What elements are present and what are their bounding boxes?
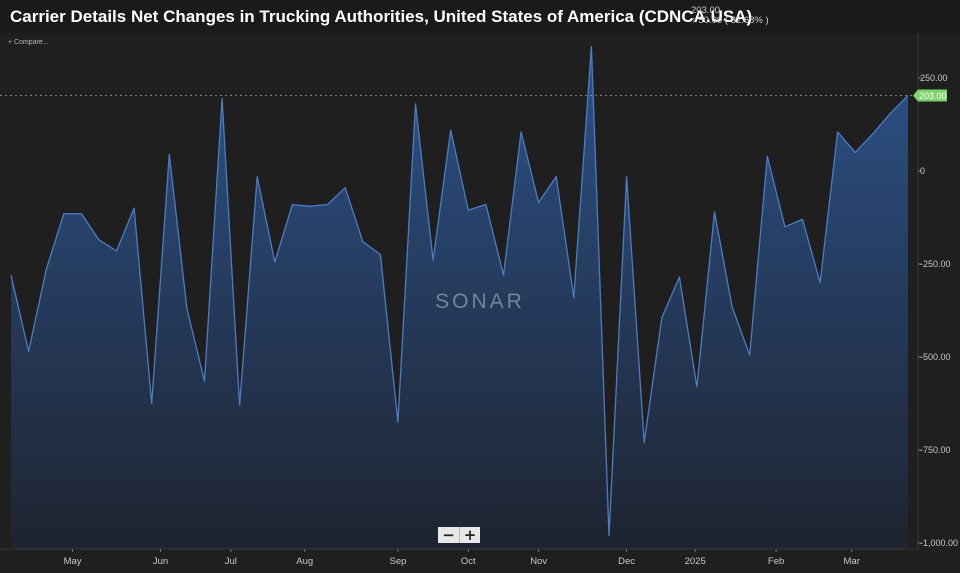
data-point[interactable] <box>290 203 294 207</box>
data-point[interactable] <box>449 128 453 132</box>
data-point[interactable] <box>502 273 506 277</box>
x-tick-label: Jul <box>225 556 237 567</box>
data-point[interactable] <box>97 238 101 242</box>
y-tick-label: -1,000.00 <box>920 538 958 548</box>
data-point[interactable] <box>203 379 207 383</box>
y-tick-label: -250.00 <box>920 259 951 269</box>
data-point[interactable] <box>801 217 805 221</box>
x-tick-label: Nov <box>530 556 547 567</box>
data-point[interactable] <box>660 316 664 320</box>
data-point[interactable] <box>519 130 523 134</box>
x-tick-label: 2025 <box>685 556 706 567</box>
data-point[interactable] <box>220 97 224 101</box>
up-arrow-icon: ↑ <box>691 15 696 26</box>
data-point[interactable] <box>466 208 470 212</box>
data-point[interactable] <box>695 385 699 389</box>
data-point[interactable] <box>853 150 857 154</box>
y-tick-label: -500.00 <box>920 352 951 362</box>
x-tick-label: Oct <box>461 556 476 567</box>
data-point[interactable] <box>132 206 136 210</box>
y-axis: 250.00 0 -250.00 -500.00 -750.00 -1,000.00 <box>917 33 958 549</box>
data-point[interactable] <box>273 260 277 264</box>
data-point[interactable] <box>150 402 154 406</box>
data-point[interactable] <box>326 203 330 207</box>
x-tick-label: Dec <box>618 556 635 567</box>
price-summary: 203.00 ↑ 50.00 ( 32.68% ) <box>691 6 769 26</box>
data-point[interactable] <box>677 275 681 279</box>
data-point[interactable] <box>554 175 558 179</box>
data-point[interactable] <box>625 175 629 179</box>
x-tick-label: Mar <box>844 556 860 567</box>
data-point[interactable] <box>238 403 242 407</box>
data-point[interactable] <box>836 130 840 134</box>
data-point[interactable] <box>748 353 752 357</box>
compare-button[interactable]: + Compare... <box>8 39 49 46</box>
sonar-watermark: SONAR <box>435 290 525 313</box>
x-tick-label: Feb <box>768 556 784 567</box>
data-point[interactable] <box>484 203 488 207</box>
x-axis: May Jun Jul Aug Sep Oct Nov Dec 2025 Feb Mar <box>0 548 918 567</box>
data-point[interactable] <box>396 420 400 424</box>
current-value-tag-shape <box>913 89 947 102</box>
data-point[interactable] <box>572 296 576 300</box>
data-point[interactable] <box>730 305 734 309</box>
data-point[interactable] <box>343 186 347 190</box>
data-point[interactable] <box>783 225 787 229</box>
x-tick-label: Sep <box>389 556 406 567</box>
data-point[interactable] <box>888 111 892 115</box>
current-value-tag-label: 203.00 <box>919 91 947 101</box>
data-point[interactable] <box>414 102 418 106</box>
data-point[interactable] <box>431 258 435 262</box>
data-point[interactable] <box>308 204 312 208</box>
data-point[interactable] <box>9 273 13 277</box>
x-tick-label: Aug <box>296 556 313 567</box>
data-point[interactable] <box>713 210 717 214</box>
zoom-controls: − + <box>438 527 480 543</box>
zoom-in-button[interactable]: + <box>459 527 480 543</box>
data-point[interactable] <box>115 249 119 253</box>
data-point[interactable] <box>79 212 83 216</box>
chart-title: Carrier Details Net Changes in Trucking … <box>10 7 753 26</box>
data-point[interactable] <box>361 240 365 244</box>
y-tick-label: 250.00 <box>920 73 948 83</box>
data-point[interactable] <box>818 281 822 285</box>
data-point[interactable] <box>255 175 259 179</box>
series-line <box>10 45 909 537</box>
data-point[interactable] <box>62 212 66 216</box>
current-price: 203.00 <box>691 5 721 16</box>
y-tick-label: 0 <box>920 166 925 176</box>
zoom-out-button[interactable]: − <box>438 527 459 543</box>
data-point[interactable] <box>44 268 48 272</box>
x-tick-label: Jun <box>153 556 168 567</box>
data-point[interactable] <box>642 441 646 445</box>
plot-area <box>0 44 918 550</box>
chart-header: Carrier Details Net Changes in Trucking … <box>0 0 960 33</box>
data-point[interactable] <box>589 44 593 48</box>
y-tick-label: -750.00 <box>920 445 951 455</box>
current-value-tag: 203.00 <box>913 89 947 102</box>
series-area <box>11 46 908 550</box>
data-point[interactable] <box>167 152 171 156</box>
price-change: ↑ 50.00 ( 32.68% ) <box>691 16 769 26</box>
data-point[interactable] <box>185 307 189 311</box>
data-point[interactable] <box>871 132 875 136</box>
data-point[interactable] <box>765 154 769 158</box>
price-change-value: 50.00 ( 32.68% ) <box>698 15 769 26</box>
data-point[interactable] <box>607 534 611 538</box>
data-point[interactable] <box>378 253 382 257</box>
x-tick-label: May <box>64 556 82 567</box>
data-point[interactable] <box>27 349 31 353</box>
data-point[interactable] <box>537 201 541 205</box>
